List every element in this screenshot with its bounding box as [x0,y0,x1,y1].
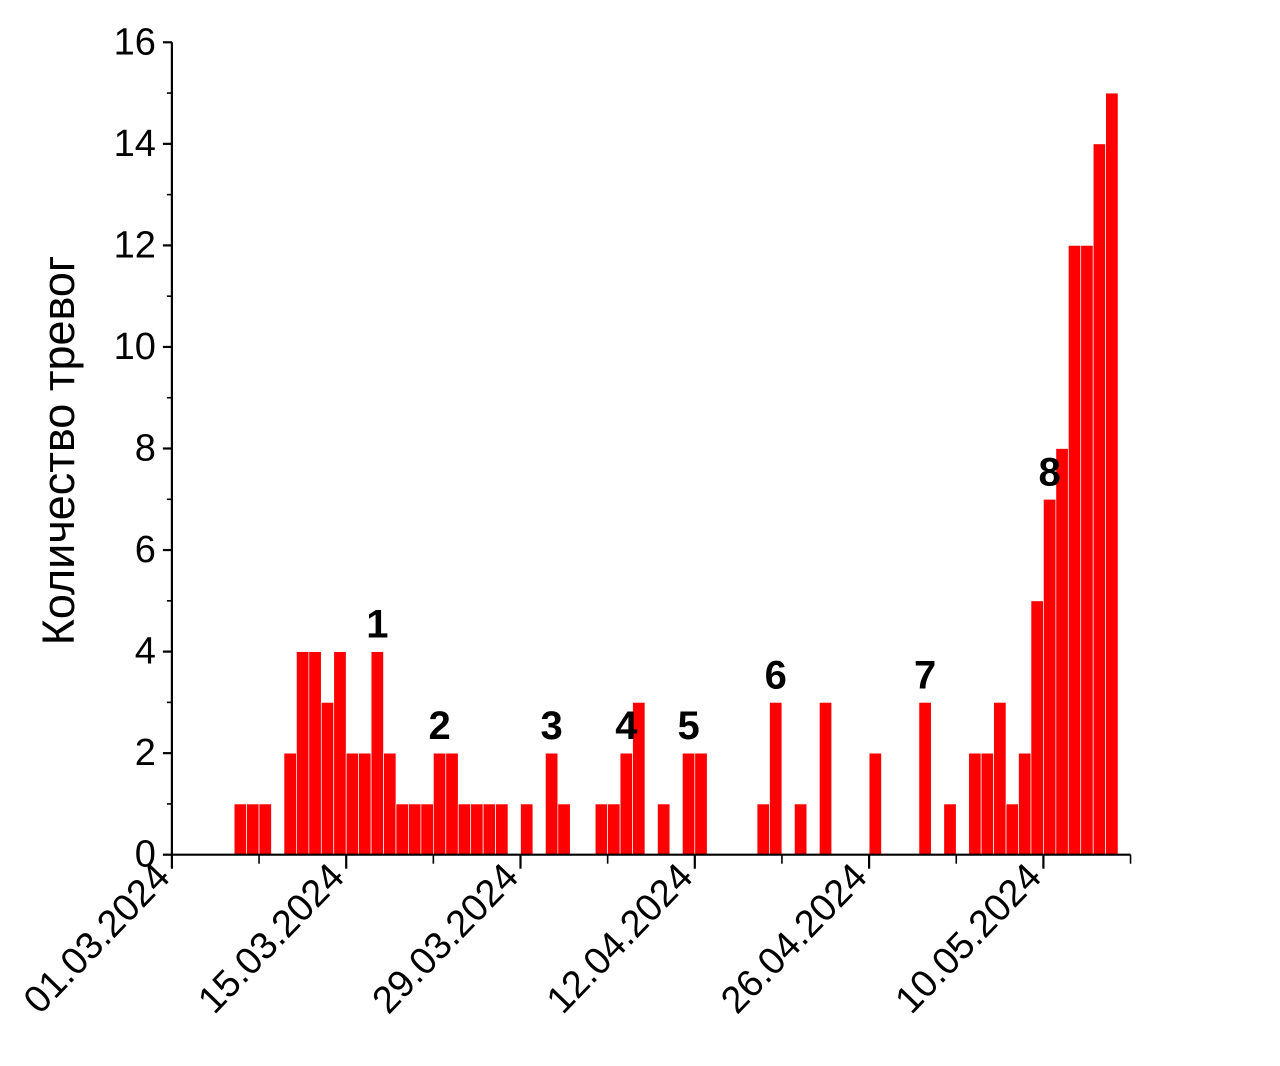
svg-text:10: 10 [114,326,156,368]
svg-text:12: 12 [114,224,156,266]
svg-text:6: 6 [765,653,787,697]
svg-text:3: 3 [540,704,562,748]
svg-text:5: 5 [677,704,699,748]
svg-text:4: 4 [615,704,638,748]
svg-text:16: 16 [114,21,156,63]
svg-text:6: 6 [135,529,156,571]
svg-text:2: 2 [428,704,450,748]
svg-text:Количество тревог: Количество тревог [33,256,84,646]
svg-text:14: 14 [114,123,156,165]
svg-text:2: 2 [135,732,156,774]
svg-text:8: 8 [135,428,156,470]
svg-text:4: 4 [135,631,156,673]
svg-text:7: 7 [914,653,936,697]
svg-text:8: 8 [1038,450,1060,494]
svg-text:1: 1 [366,603,388,647]
